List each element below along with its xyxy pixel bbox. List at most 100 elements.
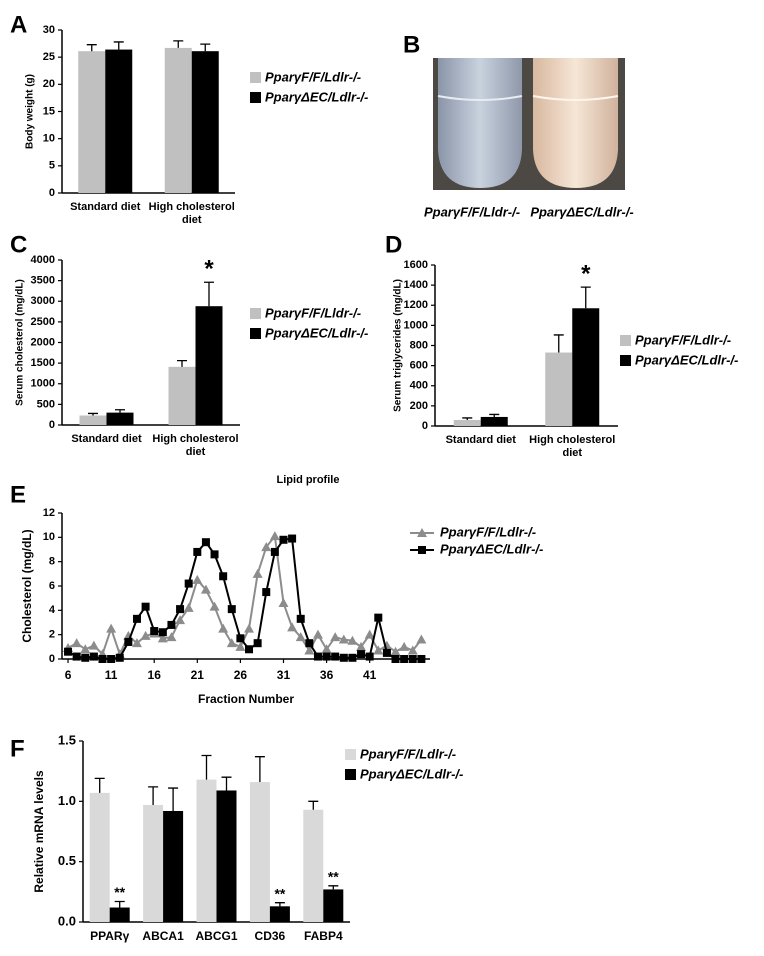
legend-label: PparγF/F/Lldr-/- [265,305,361,320]
marker [390,646,401,656]
marker [183,602,194,612]
marker [288,534,297,543]
panel-label: D [385,231,402,258]
y-tick-label: 20 [43,78,55,90]
y-tick-label: 0.5 [58,853,76,868]
bar [195,306,223,425]
marker [399,641,410,651]
legend-swatch [345,769,356,780]
significance-mark: ** [328,869,339,885]
marker [261,542,272,552]
y-tick-label: 5 [49,160,55,172]
bar [303,809,324,922]
x-tick-label: 6 [65,668,72,682]
legend-label: PparγΔEC/Ldlr-/- [360,766,463,781]
panel-label: B [403,31,420,58]
bar [106,412,134,425]
legend-label: PparγF/F/Ldlr-/- [635,332,731,347]
y-tick-label: 400 [410,380,428,392]
bar [191,51,219,193]
marker [373,645,384,655]
x-tick-label: 21 [191,668,205,682]
marker [400,655,409,663]
marker [236,634,245,643]
marker [322,652,331,661]
panel-label: C [10,231,27,258]
error-bar [148,786,159,805]
marker [417,655,426,663]
error-bar [328,885,339,890]
marker [391,655,400,663]
y-axis-label: Body weight (g) [25,74,36,149]
marker [157,633,168,643]
y-tick-label: 3000 [31,295,55,307]
legend-swatch [250,72,261,83]
marker [192,574,203,584]
marker [124,637,133,646]
marker [235,641,246,651]
error-bar [177,360,187,367]
error-bar [489,413,500,417]
y-tick-label: 200 [410,400,428,412]
y-tick-label: 3500 [31,275,55,287]
x-axis-label: Fraction Number [198,692,294,706]
error-bar [114,900,125,908]
marker [98,655,107,663]
marker [150,627,159,636]
marker [209,601,220,611]
y-tick-label: 0 [49,187,55,199]
x-tick-label: FABP4 [303,929,343,943]
x-tick-label: High cholesterol diet [529,434,616,459]
marker [218,623,229,633]
y-tick-label: 800 [410,339,428,351]
marker [106,623,117,633]
photo [433,58,625,190]
marker [295,632,306,642]
significance-mark: ** [114,884,125,900]
error-bar [88,412,98,416]
error-bar [94,777,105,793]
x-tick-label: High cholesterol diet [152,433,239,458]
y-tick-label: 10 [43,133,55,145]
marker [416,634,427,644]
error-bar [200,43,211,52]
marker [347,635,358,645]
photo-caption: PparγF/F/Lldr-/- [424,204,520,219]
y-tick-label: 4000 [31,254,55,266]
error-bar [201,754,212,780]
marker [296,614,305,623]
x-tick-label: ABCA1 [142,929,184,943]
y-axis-label: Serum cholesterol (mg/dL) [15,279,26,406]
marker [184,579,193,588]
legend-marker [417,528,427,537]
significance-mark: ** [274,885,285,901]
y-tick-label: 0 [49,653,55,665]
marker [408,655,417,663]
y-tick-label: 25 [43,51,55,63]
error-bar [113,41,124,50]
marker [176,605,185,614]
y-tick-label: 4 [49,604,56,616]
marker [382,648,391,657]
significance-mark: * [581,260,591,287]
marker [374,613,383,622]
y-axis-label: Relative mRNA levels [32,770,46,893]
y-tick-label: 1500 [31,357,55,369]
legend-swatch [345,749,356,760]
error-bar [274,902,285,907]
error-bar [553,334,564,353]
error-bar [115,409,125,413]
y-tick-label: 1.5 [58,732,76,747]
bar [109,907,130,922]
marker [339,653,348,662]
x-tick-label: 36 [320,668,334,682]
x-tick-label: Standard diet [71,433,142,445]
marker [132,614,141,623]
marker [158,628,167,637]
marker [71,638,82,648]
bar [196,779,217,922]
panel-label: E [10,481,26,508]
error-bar [308,800,319,810]
y-tick-label: 0 [49,419,55,431]
